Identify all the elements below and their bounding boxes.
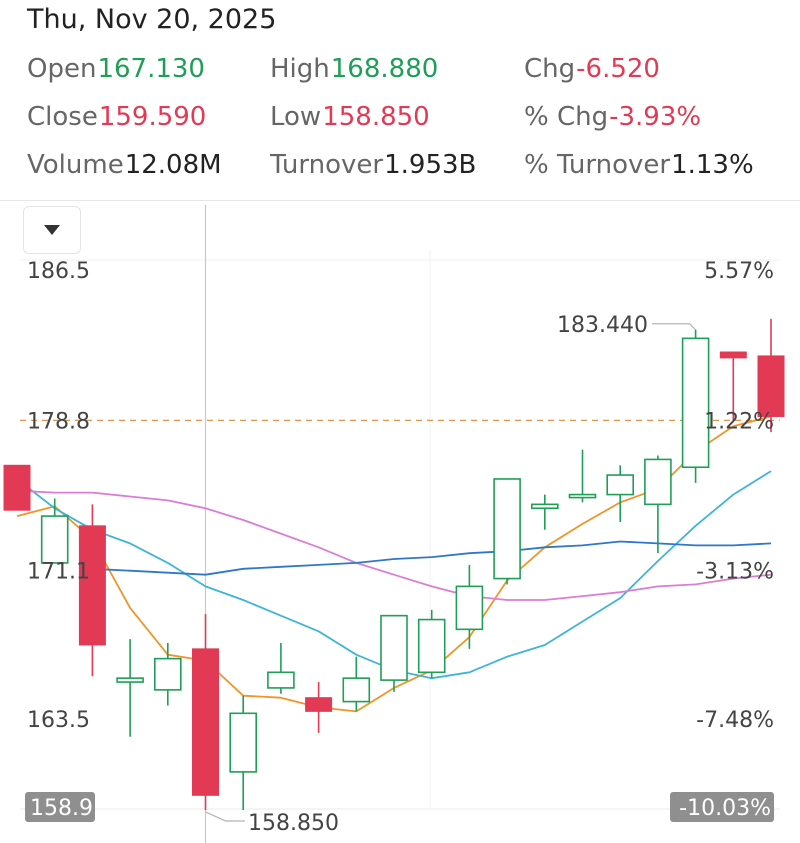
volume-label: Volume — [27, 150, 124, 180]
candle-9 — [305, 682, 333, 733]
turnover-stat: Turnover1.953B — [270, 150, 476, 180]
candle-body — [681, 337, 710, 469]
candle-body — [40, 515, 69, 564]
candle-body — [568, 493, 597, 499]
candle-10 — [342, 656, 371, 712]
turnover-label: Turnover — [270, 150, 384, 180]
candle-body — [3, 464, 31, 511]
turnover-value: 1.953B — [384, 150, 477, 180]
open-value: 167.130 — [97, 54, 205, 84]
pct-chg-stat: % Chg-3.93% — [524, 102, 701, 132]
max-value-annotation: 183.440 — [557, 313, 648, 338]
candle-18 — [644, 455, 672, 554]
candle-15 — [530, 494, 559, 530]
candle-7 — [229, 695, 257, 810]
high-stat: High168.880 — [270, 54, 438, 84]
candle-body — [116, 677, 144, 683]
candle-body — [154, 657, 182, 691]
candle-body — [530, 503, 559, 510]
close-stat: Close159.590 — [27, 102, 206, 132]
candle-body — [644, 458, 672, 506]
candle-body — [192, 648, 219, 796]
candle-16 — [568, 449, 597, 503]
left-axis-tick-label: 171.1 — [27, 560, 90, 585]
header-divider — [0, 200, 800, 201]
candle-3 — [78, 504, 106, 677]
right-axis-tick-label: 1.22% — [704, 409, 774, 434]
volume-value: 12.08M — [124, 150, 222, 180]
right-axis-min-label: -10.03% — [679, 796, 771, 821]
pct-chg-label: % Chg — [524, 102, 609, 132]
candle-body — [757, 355, 785, 417]
candle-5 — [154, 643, 182, 706]
low-label: Low — [270, 102, 322, 132]
right-axis-min-tag — [670, 792, 774, 822]
candle-body — [229, 712, 257, 773]
moving-average-line-3 — [16, 489, 772, 601]
candle-6 — [192, 614, 219, 810]
low-stat: Low158.850 — [270, 102, 430, 132]
left-axis-min-tag — [25, 792, 95, 822]
candle-8 — [267, 643, 295, 694]
min-value-annotation: 158.850 — [248, 811, 339, 836]
candle-19 — [681, 329, 710, 483]
candle-2 — [40, 498, 69, 564]
left-axis-tick-label: 186.5 — [27, 259, 90, 284]
pct-chg-value: -3.93% — [609, 102, 702, 132]
candle-body — [267, 671, 295, 689]
pct-turnover-stat: % Turnover1.13% — [524, 150, 754, 180]
low-value: 158.850 — [322, 102, 430, 132]
volume-stat: Volume12.08M — [27, 150, 222, 180]
candle-body — [493, 478, 521, 580]
candle-13 — [455, 564, 484, 649]
candle-body — [342, 677, 371, 703]
chg-value: -6.520 — [576, 54, 660, 84]
max-annotation-leader — [652, 323, 697, 331]
chg-label: Chg — [524, 54, 576, 84]
left-axis-min-label: 158.9 — [30, 796, 93, 821]
left-axis-tick-label: 163.5 — [27, 708, 90, 733]
open-stat: Open167.130 — [27, 54, 205, 84]
candle-12 — [417, 609, 446, 679]
chg-stat: Chg-6.520 — [524, 54, 660, 84]
candle-11 — [380, 614, 408, 692]
high-value: 168.880 — [330, 54, 439, 84]
candle-body — [719, 351, 747, 359]
date-label: Thu, Nov 20, 2025 — [27, 4, 277, 35]
candle-21 — [757, 318, 785, 433]
close-value: 159.590 — [98, 102, 207, 132]
right-axis-tick-label: 5.57% — [704, 259, 774, 284]
close-label: Close — [27, 102, 98, 132]
candle-body — [455, 585, 484, 631]
candle-body — [78, 525, 106, 646]
candle-body — [606, 474, 635, 496]
candle-14 — [493, 478, 521, 585]
moving-average-line-4 — [92, 540, 772, 576]
caret-down-icon — [44, 225, 60, 235]
candle-20 — [719, 351, 747, 421]
right-axis-tick-label: -7.48% — [696, 708, 774, 733]
right-axis-tick-label: -3.13% — [696, 560, 774, 585]
pct-turnover-value: 1.13% — [671, 150, 754, 180]
candle-4 — [116, 639, 144, 737]
min-annotation-leader — [205, 811, 245, 822]
open-label: Open — [27, 54, 97, 84]
candle-body — [380, 614, 408, 681]
high-label: High — [270, 54, 330, 84]
candle-body — [305, 697, 333, 712]
chart-options-toggle[interactable] — [23, 206, 81, 254]
left-axis-tick-label: 178.8 — [27, 409, 90, 434]
candle-17 — [606, 465, 635, 522]
candle-1 — [3, 464, 31, 511]
candle-body — [417, 618, 446, 674]
pct-turnover-label: % Turnover — [524, 150, 671, 180]
